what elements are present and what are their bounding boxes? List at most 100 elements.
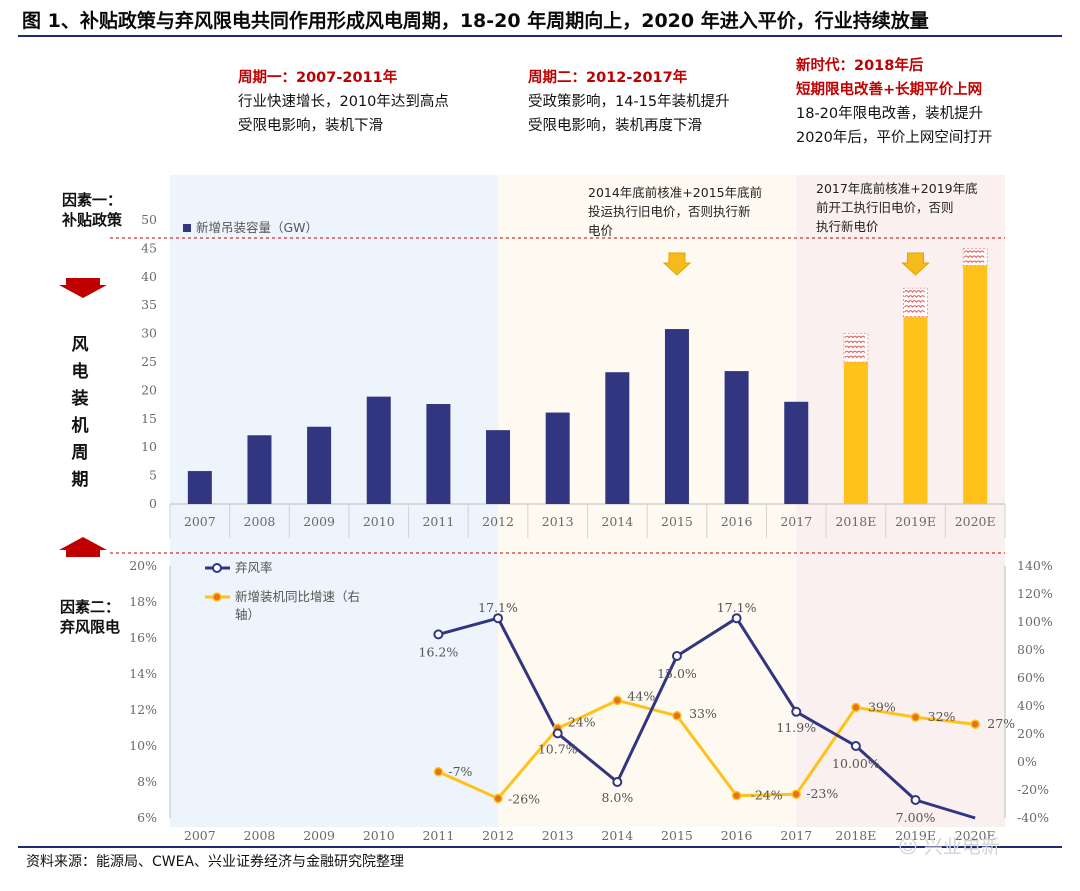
upside-wave-2020E — [963, 260, 985, 264]
line-x-tick-label: 2007 — [184, 828, 216, 843]
policy-note-2015-line-3: 电价 — [588, 223, 614, 238]
bar-y-tick-label: 50 — [141, 212, 157, 227]
bar-y-tick-label: 10 — [141, 439, 157, 454]
left-y-tick-label: 18% — [129, 594, 157, 609]
bar-x-tick-label: 2018E — [835, 514, 876, 529]
watermark-text: 兴业电新 — [923, 836, 1000, 858]
growth-marker-2011 — [433, 767, 444, 777]
bar-x-tick-label: 2010 — [363, 514, 395, 529]
curtailment-marker-2018E — [850, 741, 861, 751]
bar-x-tick-label: 2013 — [542, 514, 574, 529]
bar-x-tick-label: 2015 — [661, 514, 693, 529]
cycle-char-3: 装 — [71, 389, 89, 409]
capacity-bar-2015 — [664, 329, 689, 504]
bar-x-tick-label: 2012 — [482, 514, 514, 529]
growth-label-2018E: 39% — [868, 699, 896, 714]
footer-rule — [18, 846, 1062, 848]
factor-1-line-1: 因素一： — [61, 191, 122, 209]
cycle-char-2: 电 — [71, 362, 89, 382]
capacity-bar-2018E — [843, 362, 868, 504]
cycle-vertical-label: 风 电 装 机 周 期 — [60, 332, 100, 494]
bar-y-tick-label: 35 — [141, 297, 157, 312]
policy-note-2019-line-1: 2017年底前核准+2019年底 — [816, 181, 978, 196]
bar-x-tick-label: 2017 — [780, 514, 812, 529]
period-2-line-2: 受限电影响，装机再度下滑 — [528, 118, 702, 134]
growth-legend-label-2: 轴） — [235, 607, 260, 622]
factor-1-label: 因素一： 补贴政策 — [52, 190, 132, 230]
growth-marker-2016 — [731, 790, 742, 801]
line-x-tick-label: 2014 — [601, 828, 633, 843]
bar-y-tick-label: 40 — [141, 269, 157, 284]
forecast-upside-2020E — [962, 247, 988, 266]
left-y-tick-label: 16% — [129, 630, 157, 645]
left-y-tick-label: 8% — [137, 774, 157, 789]
growth-label-2020E: 27% — [987, 716, 1015, 731]
down-arrow-icon — [59, 278, 107, 298]
bar-x-tick-label: 2007 — [184, 514, 216, 529]
growth-label-2011: -7% — [448, 764, 472, 779]
cycle-char-1: 风 — [71, 335, 89, 355]
line-x-tick-label: 2012 — [482, 828, 514, 843]
period-2-text: 周期二：2012-2017年 受政策影响，14-15年装机提升 受限电影响，装机… — [528, 66, 730, 138]
left-y-tick-label: 10% — [129, 738, 157, 753]
upside-wave-2020E — [963, 255, 985, 259]
period-1-line-2: 受限电影响，装机下滑 — [238, 118, 383, 134]
capacity-bar-2014 — [605, 372, 630, 504]
capacity-bar-2010 — [366, 396, 391, 504]
curtailment-label-2019E: 7.00% — [896, 810, 936, 825]
growth-label-2012: -26% — [508, 791, 540, 806]
left-y-tick-label: 12% — [129, 702, 157, 717]
factor-2-line-2: 弃风限电 — [59, 618, 120, 636]
period-3-line-2: 2020年后，平价上网空间打开 — [796, 130, 993, 146]
bar-x-tick-label: 2020E — [955, 514, 996, 529]
title-rule — [18, 35, 1062, 37]
bar-y-tick-label: 30 — [141, 326, 157, 341]
period-3-heading-2: 短期限电改善+长期平价上网 — [796, 82, 983, 98]
curtailment-line — [437, 616, 976, 820]
curtailment-marker-2015 — [671, 651, 682, 661]
right-y-tick-label: 120% — [1017, 586, 1053, 601]
up-arrow-icon — [59, 537, 107, 557]
growth-label-2015: 33% — [689, 706, 717, 721]
policy-note-2015: 2014年底前核准+2015年底前 投运执行旧电价，否则执行新 电价 — [588, 183, 788, 240]
period-2-heading: 周期二：2012-2017年 — [528, 70, 688, 86]
curtailment-marker-2019E — [910, 795, 921, 805]
curtailment-label-2012: 17.1% — [478, 600, 518, 615]
curtailment-label-2013: 10.7% — [538, 741, 578, 756]
left-y-tick-label: 6% — [137, 810, 157, 825]
right-y-tick-label: -20% — [1017, 782, 1049, 797]
right-y-tick-label: -40% — [1017, 810, 1049, 825]
left-y-tick-label: 20% — [129, 558, 157, 573]
growth-marker-2015 — [672, 711, 682, 721]
growth-label-2014: 44% — [627, 688, 655, 703]
factor-1-line-2: 补贴政策 — [61, 211, 122, 229]
bar-y-tick-label: 5 — [149, 468, 157, 483]
capacity-bar-2013 — [545, 412, 570, 504]
growth-marker-2012 — [493, 793, 503, 804]
line-x-tick-label: 2016 — [721, 828, 753, 843]
curtailment-label-2011: 16.2% — [419, 644, 459, 659]
growth-marker-2014 — [612, 695, 623, 706]
line-x-tick-label: 2008 — [244, 828, 276, 843]
bar-y-tick-label: 20 — [141, 382, 157, 397]
curtailment-marker-2017 — [791, 706, 802, 717]
policy-note-2019: 2017年底前核准+2019年底 前开工执行旧电价，否则 执行新电价 — [816, 179, 1006, 236]
bar-y-tick-label: 0 — [149, 496, 157, 511]
capacity-bar-2016 — [724, 371, 749, 504]
line-x-tick-label: 2011 — [422, 828, 454, 843]
growth-marker-2020E — [970, 719, 980, 729]
forecast-upside-2018E — [843, 333, 869, 363]
bar-legend-swatch — [183, 224, 191, 232]
upside-box-2019E — [903, 287, 928, 317]
line-x-tick-label: 2020E — [955, 828, 996, 843]
factor-2-label: 因素二： 弃风限电 — [50, 597, 130, 637]
right-y-tick-label: 60% — [1017, 670, 1045, 685]
growth-legend-marker — [212, 592, 222, 602]
bar-x-tick-label: 2011 — [422, 514, 454, 529]
cycle-char-4: 机 — [71, 416, 89, 436]
curtail-legend-label: 弃风率 — [235, 560, 273, 575]
growth-marker-2017 — [791, 789, 801, 799]
bar-y-tick-label: 25 — [141, 354, 157, 369]
growth-label-2016: -24% — [751, 788, 783, 803]
